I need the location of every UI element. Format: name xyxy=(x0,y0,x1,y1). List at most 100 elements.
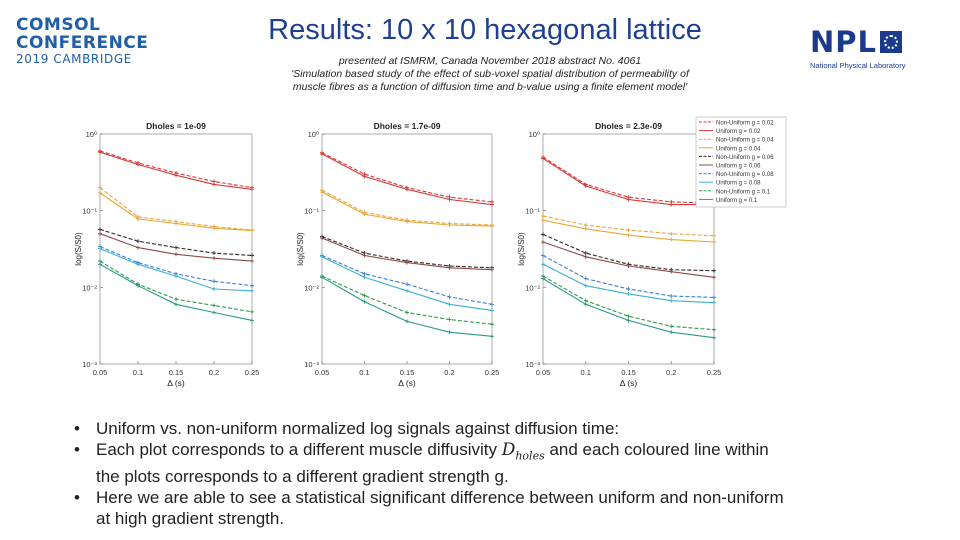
data-point xyxy=(447,330,452,335)
data-point xyxy=(447,265,452,270)
y-tick-label: 10⁰ xyxy=(86,130,97,139)
data-point xyxy=(626,197,631,202)
data-point xyxy=(712,335,716,340)
data-point xyxy=(362,212,367,217)
data-point xyxy=(320,275,324,280)
data-point xyxy=(136,283,140,288)
data-point xyxy=(136,262,140,267)
data-point xyxy=(712,327,716,332)
data-point xyxy=(212,279,216,284)
comsol-logo-line3: 2019 CAMBRIDGE xyxy=(16,52,132,66)
data-point xyxy=(98,231,102,236)
x-tick-label: 0.25 xyxy=(245,368,260,377)
data-point xyxy=(405,310,409,315)
data-point xyxy=(541,253,545,258)
x-tick-label: 0.1 xyxy=(133,368,143,377)
data-point xyxy=(490,302,494,307)
data-point xyxy=(362,174,367,179)
y-tick-label: 10⁻² xyxy=(82,283,97,292)
subtitle-line-3: muscle fibres as a function of diffusion… xyxy=(292,81,688,93)
data-point xyxy=(174,173,178,178)
legend-label: Non-Uniform g = 0.08 xyxy=(716,172,774,178)
legend-label: Non-Uniform g = 0.02 xyxy=(716,121,774,127)
y-tick-label: 10⁻² xyxy=(525,283,540,292)
data-point xyxy=(583,254,588,259)
data-point xyxy=(447,294,452,299)
y-tick-label: 10⁻¹ xyxy=(82,207,97,216)
data-point xyxy=(250,288,254,293)
bullet-list: Uniform vs. non-uniform normalized log s… xyxy=(72,418,792,529)
data-point xyxy=(583,283,588,288)
x-axis-label: Δ (s) xyxy=(620,378,638,388)
y-axis-label: log(S/S0) xyxy=(517,232,526,266)
subtitle-line-2: 'Simulation based study of the effect of… xyxy=(291,68,689,80)
x-tick-label: 0.15 xyxy=(169,368,184,377)
data-point xyxy=(541,276,545,281)
bullet-2-text-b: and each coloured line within the plots … xyxy=(96,440,769,487)
data-point xyxy=(541,156,545,161)
data-point xyxy=(583,223,588,228)
data-point xyxy=(712,233,716,238)
data-point xyxy=(250,283,254,288)
chart-title-3: Dholes = 2.3e-09 xyxy=(595,121,662,131)
data-point xyxy=(583,276,588,281)
x-tick-label: 0.1 xyxy=(359,368,369,377)
x-tick-label: 0.05 xyxy=(536,368,551,377)
data-point xyxy=(626,227,631,232)
plot-frame-3 xyxy=(542,133,715,365)
data-point xyxy=(212,251,216,256)
data-point xyxy=(712,275,716,280)
data-point xyxy=(490,334,494,339)
comsol-logo-line1: COMSOL xyxy=(16,15,101,35)
data-point xyxy=(669,237,674,242)
data-point xyxy=(98,227,102,232)
data-point xyxy=(98,262,102,267)
chart-title-2: Dholes = 1.7e-09 xyxy=(374,121,441,131)
data-point xyxy=(174,302,178,307)
legend-label: Uniform g = 0.06 xyxy=(716,164,761,170)
data-point xyxy=(250,187,254,192)
y-tick-label: 10⁻³ xyxy=(304,360,319,369)
data-point xyxy=(98,246,102,251)
data-point xyxy=(669,298,674,303)
data-point xyxy=(712,300,716,305)
legend-label: Uniform g = 0.02 xyxy=(716,129,761,135)
data-point xyxy=(212,256,216,261)
npl-logo: NPL National Physical Laboratory xyxy=(810,26,940,70)
data-point xyxy=(98,190,102,195)
bullet-2: Each plot corresponds to a different mus… xyxy=(72,439,792,487)
data-point xyxy=(626,263,631,268)
data-point xyxy=(712,268,716,273)
x-axis-label: Δ (s) xyxy=(398,378,416,388)
plot-frame-2 xyxy=(321,133,493,365)
data-point xyxy=(250,253,254,258)
data-point xyxy=(712,240,716,245)
data-point xyxy=(541,214,545,219)
x-tick-label: 0.15 xyxy=(400,368,415,377)
data-point xyxy=(669,330,674,335)
series-line xyxy=(542,275,715,331)
data-point xyxy=(320,190,324,195)
data-point xyxy=(362,275,367,280)
data-point xyxy=(174,245,178,250)
npl-logo-name: National Physical Laboratory xyxy=(810,61,906,70)
x-tick-label: 0.05 xyxy=(93,368,108,377)
data-point xyxy=(250,228,254,233)
data-point xyxy=(362,253,367,258)
data-point xyxy=(320,236,324,241)
x-tick-label: 0.25 xyxy=(707,368,722,377)
data-point xyxy=(212,287,216,292)
npl-logo-letters: NPL xyxy=(810,25,878,59)
x-tick-label: 0.1 xyxy=(581,368,591,377)
data-point xyxy=(583,251,588,256)
legend-label: Non-Uniform g = 0.1 xyxy=(716,189,771,195)
data-point xyxy=(669,202,674,207)
data-point xyxy=(626,314,631,319)
data-point xyxy=(136,245,140,250)
series-line xyxy=(542,156,715,204)
comsol-logo-line2: CONFERENCE xyxy=(16,33,149,53)
data-point xyxy=(626,287,631,292)
x-tick-label: 0.2 xyxy=(444,368,454,377)
x-tick-label: 0.05 xyxy=(315,368,330,377)
